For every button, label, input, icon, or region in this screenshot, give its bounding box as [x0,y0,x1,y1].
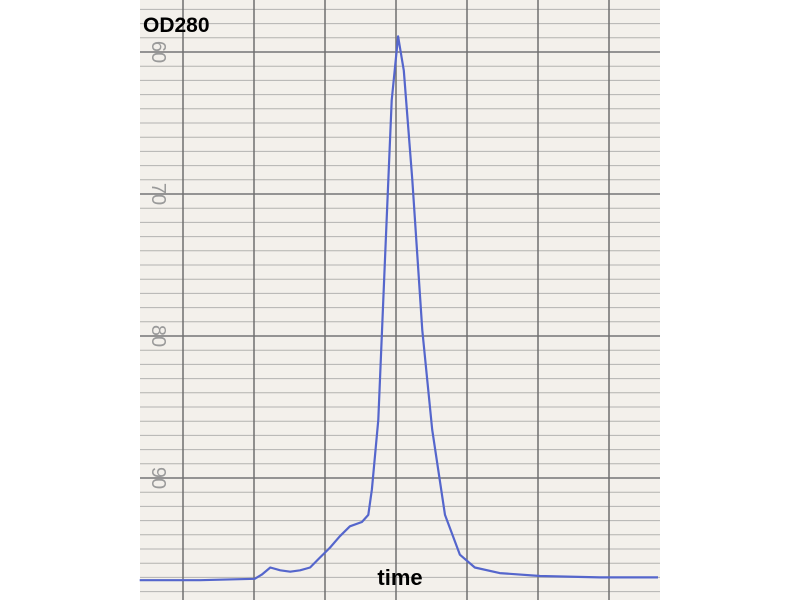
chart-paper [140,0,660,600]
x-axis-label: time [377,565,422,590]
od280-trace [139,35,658,582]
grid [140,0,660,600]
y-tick-label: 70 [147,183,169,205]
y-tick-label: 60 [147,41,169,63]
chart-title: OD280 [143,14,210,37]
y-tick-labels: 60 70 80 90 [147,41,169,489]
y-tick-label: 90 [147,467,169,489]
y-tick-label: 80 [147,325,169,347]
